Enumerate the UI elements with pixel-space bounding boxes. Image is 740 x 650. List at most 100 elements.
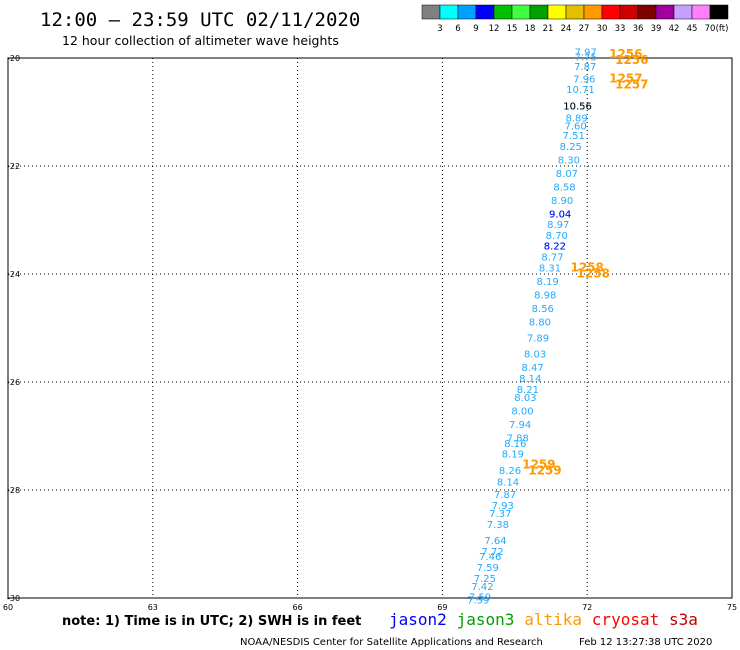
colorbar-label: 9 bbox=[473, 24, 478, 34]
wave-height-label: 8.07 bbox=[556, 169, 578, 180]
wave-height-label: 7.94 bbox=[509, 420, 531, 431]
colorbar-label: 27 bbox=[579, 24, 590, 34]
wave-height-label: 8.90 bbox=[551, 196, 573, 207]
x-tick-label: 63 bbox=[148, 603, 158, 612]
x-tick-label: 66 bbox=[293, 603, 303, 612]
wave-height-label: 10.56 bbox=[563, 101, 592, 112]
colorbar-label: 24 bbox=[561, 24, 572, 34]
wave-height-label: 8.56 bbox=[532, 304, 554, 315]
wave-height-label: 8.47 bbox=[522, 363, 544, 374]
pass-number-label: 1259 bbox=[522, 457, 555, 471]
pass-number-label: 1258 bbox=[576, 266, 609, 280]
plot-frame bbox=[7, 57, 733, 599]
x-tick-label: 69 bbox=[437, 603, 447, 612]
wave-height-label: 8.31 bbox=[539, 263, 561, 274]
wave-height-label: 10.71 bbox=[566, 85, 595, 96]
colorbar-swatch bbox=[637, 4, 657, 20]
wave-height-label: 7.59 bbox=[467, 595, 489, 606]
legend-entry-altika: altika bbox=[524, 610, 582, 629]
wave-height-label: 7.88 bbox=[507, 433, 529, 444]
wave-height-label: 8.03 bbox=[514, 393, 536, 404]
wave-height-label: 7.72 bbox=[481, 547, 503, 558]
wave-height-label: 7.37 bbox=[489, 509, 511, 520]
colorbar-swatch bbox=[439, 4, 459, 20]
pass-number-label: 1256 bbox=[609, 47, 642, 61]
wave-height-label: 8.03 bbox=[524, 350, 546, 361]
wave-height-label: 7.60 bbox=[564, 121, 586, 132]
satellite-legend: jason2 jason3 altika cryosat s3a bbox=[389, 610, 698, 629]
colorbar-label: 12 bbox=[489, 24, 500, 34]
wave-height-label: 8.22 bbox=[544, 242, 566, 253]
wave-height-label: 8.70 bbox=[546, 231, 568, 242]
color-scale-bar: 3 6 9 12 15 18 21 24 27 30 33 36 39 42 45 70 (ft) bbox=[421, 4, 729, 34]
colorbar-label: 30 bbox=[597, 24, 608, 34]
y-tick-label: -20 bbox=[7, 54, 20, 63]
colorbar-label: (ft) bbox=[716, 24, 729, 34]
colorbar-swatch bbox=[601, 4, 621, 20]
colorbar-swatch bbox=[673, 4, 693, 20]
colorbar-swatch bbox=[655, 4, 675, 20]
colorbar-label: 33 bbox=[615, 24, 626, 34]
colorbar-label: 3 bbox=[437, 24, 442, 34]
wave-height-label: 7.64 bbox=[484, 536, 506, 547]
pass-number-label: 1257 bbox=[615, 77, 648, 91]
colorbar-label: 39 bbox=[651, 24, 662, 34]
wave-height-label: 9.04 bbox=[549, 209, 571, 220]
wave-height-label: 8.19 bbox=[502, 450, 524, 461]
colorbar-label: 18 bbox=[525, 24, 536, 34]
wave-height-label: 8.97 bbox=[547, 220, 569, 231]
colorbar-label: 36 bbox=[633, 24, 644, 34]
wave-height-label: 8.98 bbox=[534, 290, 556, 301]
wave-height-label: 8.22 bbox=[544, 242, 566, 253]
wave-height-label: 9.04 bbox=[549, 209, 571, 220]
wave-height-label: 7.89 bbox=[527, 334, 549, 345]
pass-number-label: 1258 bbox=[570, 260, 603, 274]
legend-entry-jason2: jason2 bbox=[389, 610, 447, 629]
wave-height-label: 7.75 bbox=[575, 53, 597, 64]
y-tick-label: -24 bbox=[7, 270, 20, 279]
x-tick-label: 60 bbox=[3, 603, 13, 612]
colorbar-swatch bbox=[565, 4, 585, 20]
wave-height-label: 8.14 bbox=[497, 478, 519, 489]
wave-height-label: 8.89 bbox=[565, 114, 587, 125]
colorbar-swatch bbox=[547, 4, 567, 20]
y-tick-label: -30 bbox=[7, 594, 20, 603]
wave-height-label: 7.96 bbox=[573, 74, 595, 85]
wave-height-label: 8.77 bbox=[541, 253, 563, 264]
colorbar-swatch bbox=[619, 4, 639, 20]
wave-height-label: 8.00 bbox=[511, 406, 533, 417]
legend-entry-jason3: jason3 bbox=[457, 610, 515, 629]
colorbar-label: 21 bbox=[543, 24, 554, 34]
plot-area: 60 63 66 69 72 75-20-22-24-26-28-307.977.757.… bbox=[3, 47, 737, 612]
pass-number-label: 1259 bbox=[528, 463, 561, 477]
colorbar-label: 70 bbox=[705, 24, 716, 34]
colorbar-swatch bbox=[511, 4, 531, 20]
wave-height-label: 8.30 bbox=[558, 155, 580, 166]
wave-height-label: 8.21 bbox=[517, 385, 539, 396]
units-note: note: 1) Time is in UTC; 2) SWH is in fe… bbox=[62, 614, 361, 629]
colorbar-swatch bbox=[709, 4, 729, 20]
wave-height-label: 8.26 bbox=[499, 466, 521, 477]
colorbar-swatch bbox=[421, 4, 441, 20]
credit-text: NOAA/NESDIS Center for Satellite Applica… bbox=[240, 637, 543, 648]
wave-height-label: 7.46 bbox=[479, 552, 501, 563]
wave-height-label: 7.59 bbox=[469, 593, 491, 604]
wave-height-label: 8.58 bbox=[553, 182, 575, 193]
wave-height-label: 7.25 bbox=[474, 574, 496, 585]
wave-height-label: 7.87 bbox=[574, 62, 596, 73]
colorbar-label: 45 bbox=[687, 24, 698, 34]
colorbar-label: 15 bbox=[507, 24, 518, 34]
wave-height-label: 7.51 bbox=[563, 131, 585, 142]
wave-height-label: 8.19 bbox=[536, 277, 558, 288]
colorbar-swatch bbox=[457, 4, 477, 20]
colorbar-label: 42 bbox=[669, 24, 680, 34]
wave-height-label: 8.14 bbox=[519, 374, 541, 385]
y-tick-label: -22 bbox=[7, 162, 20, 171]
y-tick-label: -26 bbox=[7, 378, 20, 387]
colorbar-swatch bbox=[583, 4, 603, 20]
colorbar-swatch bbox=[691, 4, 711, 20]
legend-entry-cryosat: cryosat bbox=[592, 610, 659, 629]
colorbar-swatch bbox=[493, 4, 513, 20]
wave-height-label: 7.38 bbox=[487, 520, 509, 531]
